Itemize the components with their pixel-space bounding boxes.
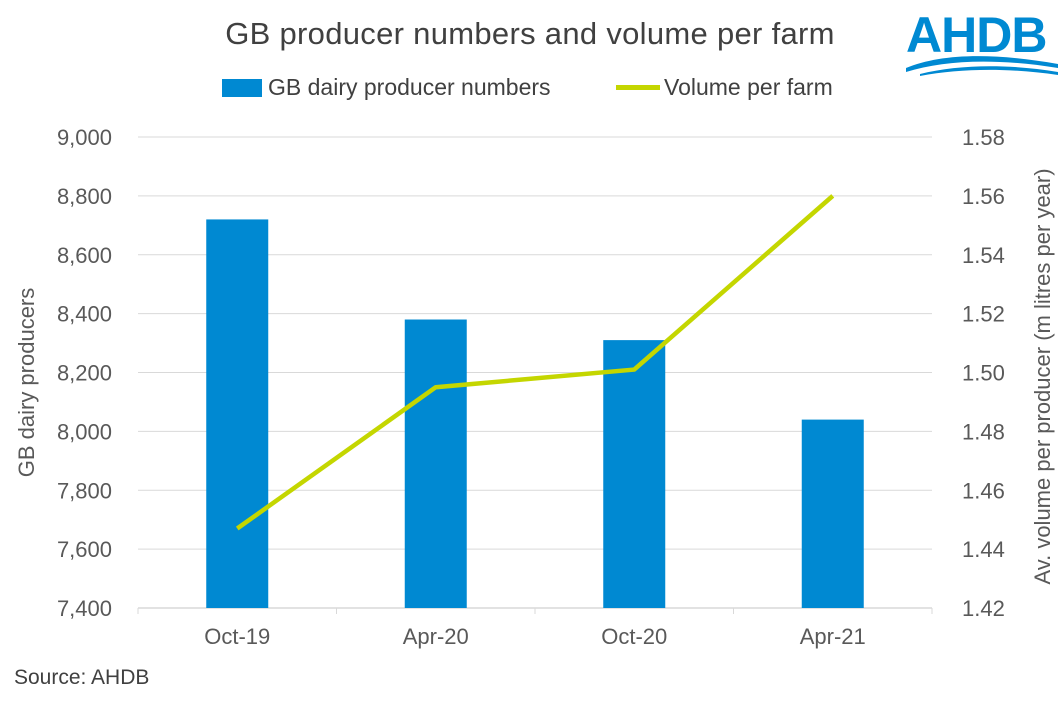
- y2-tick-label: 1.46: [962, 478, 1005, 503]
- y-axis-title: GB dairy producers: [14, 288, 39, 478]
- y2-tick-label: 1.42: [962, 596, 1005, 621]
- y2-tick-label: 1.52: [962, 302, 1005, 327]
- chart-title: GB producer numbers and volume per farm: [225, 16, 835, 51]
- legend-item-volume: Volume per farm: [616, 74, 833, 101]
- y-tick-label: 8,400: [57, 302, 112, 327]
- ahdb-logo: AHDB: [900, 6, 1060, 76]
- legend-label-volume: Volume per farm: [664, 74, 833, 100]
- legend-label-producers: GB dairy producer numbers: [268, 74, 551, 100]
- x-tick-label: Oct-19: [204, 624, 270, 649]
- y-tick-label: 8,000: [57, 419, 112, 444]
- logo-text: AHDB: [906, 7, 1047, 63]
- bar-oct-20: [603, 340, 666, 608]
- y2-tick-label: 1.44: [962, 537, 1005, 562]
- legend-item-producers: GB dairy producer numbers: [222, 74, 551, 101]
- bar-apr-20: [404, 319, 467, 608]
- legend-swatch-bar: [222, 78, 262, 97]
- y2-tick-label: 1.50: [962, 361, 1005, 386]
- legend: GB dairy producer numbers Volume per far…: [0, 74, 1064, 106]
- y2-tick-label: 1.56: [962, 184, 1005, 209]
- y2-tick-label: 1.58: [962, 125, 1005, 150]
- y-tick-label: 7,600: [57, 537, 112, 562]
- y-tick-label: 9,000: [57, 125, 112, 150]
- y2-tick-label: 1.54: [962, 243, 1005, 268]
- bar-apr-21: [801, 419, 864, 608]
- y-tick-label: 7,800: [57, 478, 112, 503]
- y-tick-label: 8,800: [57, 184, 112, 209]
- bar-oct-19: [206, 219, 269, 609]
- logo-wave-icon: [906, 56, 1058, 76]
- y2-tick-label: 1.48: [962, 419, 1005, 444]
- x-tick-label: Oct-20: [601, 624, 667, 649]
- y-tick-label: 8,600: [57, 243, 112, 268]
- y2-axis-title: Av. volume per producer (m litres per ye…: [1030, 168, 1055, 584]
- x-tick-label: Apr-20: [403, 624, 469, 649]
- y-tick-label: 7,400: [57, 596, 112, 621]
- y-tick-label: 8,200: [57, 361, 112, 386]
- source-note: Source: AHDB: [14, 666, 150, 689]
- x-tick-label: Apr-21: [800, 624, 866, 649]
- volume-per-farm-line: [235, 194, 835, 531]
- legend-swatch-line: [616, 85, 660, 90]
